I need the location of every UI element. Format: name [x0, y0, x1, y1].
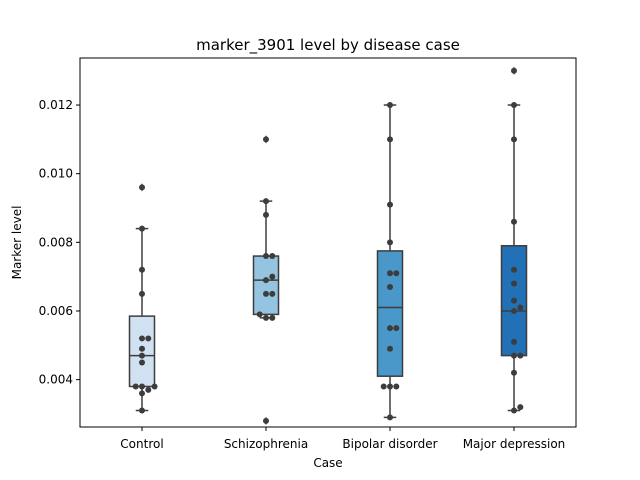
data-point — [139, 266, 145, 273]
data-point — [380, 383, 387, 390]
data-point — [139, 225, 145, 232]
data-point — [263, 198, 269, 205]
data-point — [511, 407, 517, 414]
data-point — [263, 253, 269, 260]
data-point — [511, 102, 517, 109]
box-iqr — [376, 250, 404, 377]
data-point — [139, 290, 145, 297]
data-point — [263, 314, 269, 321]
data-point — [139, 359, 145, 366]
data-point — [511, 352, 517, 359]
data-point — [511, 297, 517, 304]
chart-title: marker_3901 level by disease case — [196, 36, 460, 55]
x-axis-label: Case — [313, 456, 342, 470]
data-point — [139, 383, 145, 390]
x-tick-label: Major depression — [463, 437, 566, 451]
swarm-points — [132, 184, 158, 414]
data-point — [139, 407, 145, 414]
data-point — [387, 414, 393, 421]
data-point — [263, 277, 269, 284]
box-group-control — [128, 183, 156, 412]
data-point — [139, 352, 145, 359]
data-point — [387, 383, 393, 390]
box-iqr — [252, 255, 280, 316]
data-point — [387, 239, 393, 246]
data-point — [517, 352, 524, 359]
data-point — [387, 325, 393, 332]
data-point — [393, 325, 400, 332]
data-point — [387, 201, 393, 208]
data-point — [269, 273, 276, 280]
y-tick-label: 0.010 — [39, 167, 73, 181]
data-point — [387, 345, 393, 352]
y-tick-label: 0.006 — [39, 304, 73, 318]
x-axis: Control Schizophrenia Bipolar disorder Majo… — [120, 427, 565, 451]
data-point — [511, 67, 517, 74]
box-iqr — [500, 245, 528, 357]
data-point — [511, 369, 517, 376]
data-point — [263, 136, 269, 143]
data-point — [132, 383, 139, 390]
x-tick-label: Schizophrenia — [224, 437, 308, 451]
data-point — [139, 390, 145, 397]
swarm-points — [380, 102, 400, 421]
y-axis: 0.004 0.006 0.008 0.010 0.012 — [39, 98, 80, 387]
data-point — [387, 270, 393, 277]
x-tick-label: Bipolar disorder — [342, 437, 437, 451]
data-point — [139, 345, 145, 352]
data-point — [263, 290, 269, 297]
y-axis-label: Marker level — [10, 206, 24, 280]
y-tick-label: 0.008 — [39, 235, 73, 249]
data-point — [387, 102, 393, 109]
swarm-points — [511, 67, 524, 414]
data-point — [511, 307, 517, 314]
plot-area — [128, 66, 528, 425]
y-tick-label: 0.004 — [39, 373, 73, 387]
data-point — [511, 218, 517, 225]
data-point — [511, 280, 517, 287]
data-point — [387, 283, 393, 290]
data-point — [393, 383, 400, 390]
x-tick-label: Control — [120, 437, 163, 451]
data-point — [269, 253, 276, 260]
data-point — [511, 266, 517, 273]
y-tick-label: 0.012 — [39, 98, 73, 112]
data-point — [517, 304, 524, 311]
data-point — [145, 386, 152, 393]
data-point — [139, 335, 145, 342]
data-point — [269, 290, 276, 297]
data-point — [269, 314, 276, 321]
data-point — [511, 338, 517, 345]
box-group-major-depression — [500, 66, 528, 412]
swarm-points — [256, 136, 276, 424]
data-point — [139, 184, 145, 191]
box-group-bipolar-disorder — [376, 104, 404, 419]
data-point — [263, 417, 269, 424]
data-point — [517, 404, 524, 411]
data-point — [151, 383, 158, 390]
data-point — [145, 335, 152, 342]
data-point — [393, 270, 400, 277]
data-point — [256, 311, 263, 318]
data-point — [387, 136, 393, 143]
data-point — [263, 211, 269, 218]
data-point — [511, 136, 517, 143]
